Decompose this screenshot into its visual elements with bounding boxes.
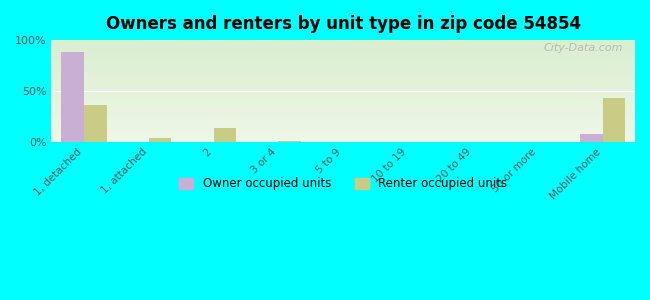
- Bar: [580, 134, 603, 142]
- Bar: [149, 138, 172, 142]
- Bar: [603, 98, 625, 142]
- Legend: Owner occupied units, Renter occupied units: Owner occupied units, Renter occupied un…: [174, 172, 512, 195]
- Bar: [61, 52, 84, 142]
- Bar: [214, 128, 236, 142]
- Title: Owners and renters by unit type in zip code 54854: Owners and renters by unit type in zip c…: [106, 15, 581, 33]
- Bar: [84, 105, 107, 142]
- Bar: [278, 141, 301, 142]
- Text: City-Data.com: City-Data.com: [544, 43, 623, 53]
